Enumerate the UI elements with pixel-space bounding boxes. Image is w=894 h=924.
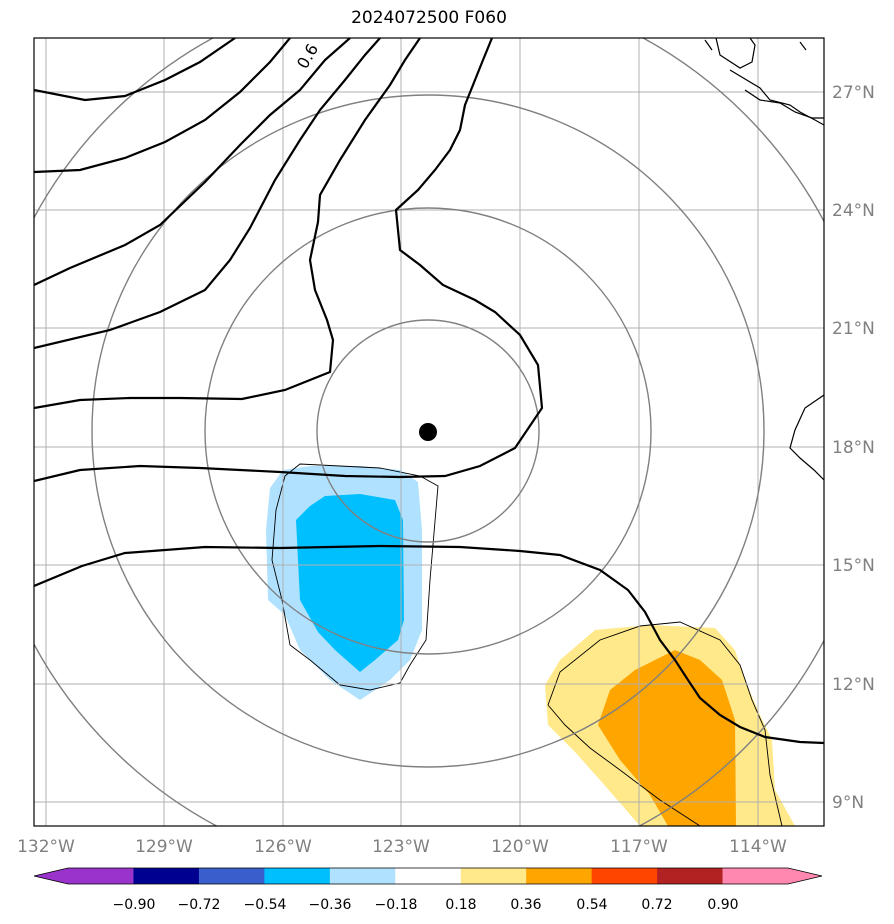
colorbar-segment bbox=[68, 868, 134, 884]
colorbar-tick-label: −0.72 bbox=[178, 897, 221, 913]
lon-label: 120°W bbox=[491, 837, 549, 857]
colorbar-outline bbox=[33, 867, 823, 885]
lon-label: 129°W bbox=[135, 837, 193, 857]
colorbar-segment bbox=[591, 868, 658, 884]
map-area: 0.6 bbox=[34, 38, 824, 826]
lon-label: 132°W bbox=[17, 837, 75, 857]
gridlines bbox=[34, 38, 824, 826]
map-title: 2024072500 F060 bbox=[351, 8, 507, 28]
lat-label: 12°N bbox=[832, 675, 875, 695]
colorbar-tick-label: −0.36 bbox=[309, 897, 352, 913]
lon-labels: 132°W 129°W 126°W 123°W 120°W 117°W 114°… bbox=[17, 837, 787, 857]
colorbar-segment bbox=[329, 868, 396, 884]
lat-label: 24°N bbox=[832, 201, 875, 221]
colorbar-segment bbox=[198, 868, 265, 884]
colorbar-tick-label: 0.90 bbox=[707, 897, 738, 913]
lat-labels: 27°N 24°N 21°N 18°N 15°N 12°N 9°N bbox=[832, 83, 875, 813]
colorbar-segment bbox=[460, 868, 527, 884]
lon-label: 117°W bbox=[610, 837, 668, 857]
colorbar-tick-label: −0.90 bbox=[113, 897, 156, 913]
contour-lines bbox=[34, 38, 824, 745]
storm-center-dot bbox=[419, 423, 437, 441]
colorbar bbox=[33, 867, 823, 885]
colorbar-segment bbox=[264, 868, 331, 884]
lat-label: 27°N bbox=[832, 83, 875, 103]
colorbar-tick-label: 0.18 bbox=[445, 897, 476, 913]
colorbar-extend-max bbox=[788, 868, 822, 884]
map-frame bbox=[33, 37, 825, 827]
colorbar-tick-label: 0.36 bbox=[510, 897, 541, 913]
lat-label: 21°N bbox=[832, 319, 875, 339]
coastline bbox=[704, 38, 824, 481]
lat-label: 18°N bbox=[832, 438, 875, 458]
colorbar-labels: −0.90 −0.72 −0.54 −0.36 −0.18 0.18 0.36 … bbox=[113, 897, 739, 913]
colorbar-tick-label: 0.54 bbox=[576, 897, 607, 913]
colorbar-segment bbox=[722, 868, 789, 884]
lat-label: 9°N bbox=[832, 793, 864, 813]
colorbar-segment bbox=[657, 868, 724, 884]
negative-region-outline bbox=[271, 463, 439, 691]
positive-region-outline bbox=[547, 621, 783, 826]
lon-label: 114°W bbox=[729, 837, 787, 857]
colorbar-extend-min bbox=[34, 868, 68, 884]
colorbar-segment bbox=[395, 868, 462, 884]
colorbar-tick-label: 0.72 bbox=[641, 897, 672, 913]
lon-label: 123°W bbox=[372, 837, 430, 857]
colorbar-segment bbox=[133, 868, 200, 884]
lat-label: 15°N bbox=[832, 556, 875, 576]
range-rings bbox=[34, 38, 824, 826]
lon-label: 126°W bbox=[254, 837, 312, 857]
colorbar-tick-label: −0.54 bbox=[244, 897, 287, 913]
colorbar-segment bbox=[526, 868, 593, 884]
colorbar-tick-label: −0.18 bbox=[375, 897, 418, 913]
positive-core-region bbox=[598, 650, 736, 826]
